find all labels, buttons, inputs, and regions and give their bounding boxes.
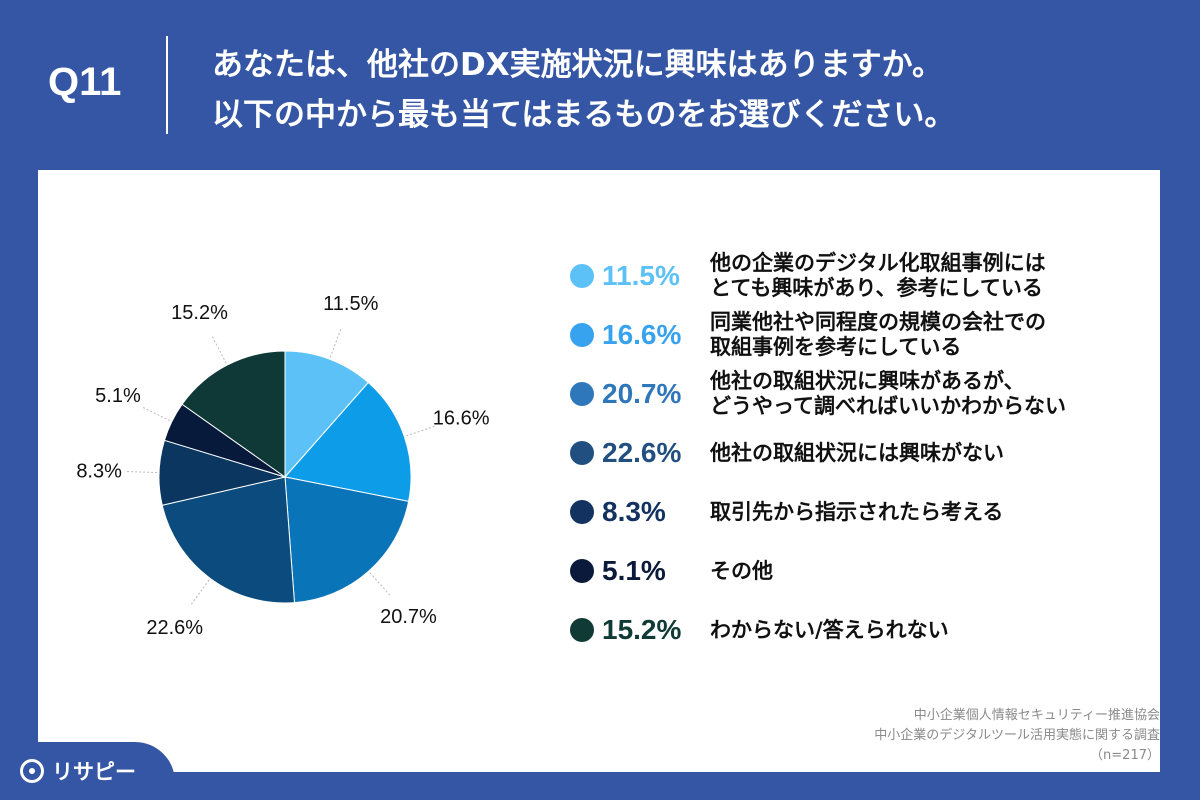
legend-label: その他 bbox=[710, 559, 773, 584]
legend-label-line: 他の企業のデジタル化取組事例には bbox=[710, 251, 1046, 275]
legend-label-line: わからない/答えられない bbox=[710, 617, 949, 642]
legend-percent: 5.1% bbox=[602, 555, 666, 586]
legend-item: 20.7% 他社の取組状況に興味があるが、 どうやって調べればいいかわからない bbox=[570, 364, 1170, 424]
legend-percent: 11.5% bbox=[602, 260, 680, 291]
header: Q11 あなたは、他社のDX実施状況に興味はありますか。 以下の中から最も当ては… bbox=[0, 0, 1200, 168]
legend-swatch bbox=[570, 618, 594, 642]
logo-text: リサピー bbox=[52, 760, 136, 784]
question-line-1: あなたは、他社のDX実施状況に興味はありますか。 bbox=[212, 47, 944, 83]
legend-swatch bbox=[570, 382, 594, 406]
legend-item: 8.3% 取引先から指示されたら考える bbox=[570, 482, 1170, 542]
pie-data-label-4: 22.6% bbox=[146, 617, 203, 639]
legend-label: 他社の取組状況に興味があるが、 どうやって調べればいいかわからない bbox=[710, 369, 1066, 419]
legend-percent: 20.7% bbox=[602, 378, 682, 409]
legend-swatch bbox=[570, 323, 594, 347]
legend-item: 22.6% 他社の取組状況には興味がない bbox=[570, 423, 1170, 483]
question-text: あなたは、他社のDX実施状況に興味はありますか。 以下の中から最も当てはまるもの… bbox=[212, 40, 955, 140]
pie-data-label-6: 5.1% bbox=[95, 385, 141, 407]
legend-item: 11.5% 他の企業のデジタル化取組事例には とても興味があり、参考にしている bbox=[570, 246, 1170, 306]
source-sample-size: （n=217） bbox=[1090, 748, 1160, 763]
pie-slice-2 bbox=[284, 381, 412, 502]
source-note: 中小企業個人情報セキュリティー推進協会 中小企業のデジタルツール活用実態に関する… bbox=[874, 706, 1160, 766]
pie-leader-line-4 bbox=[189, 579, 210, 607]
legend-item: 16.6% 同業他社や同程度の規模の会社での 取組事例を参考にしている bbox=[570, 305, 1170, 365]
legend-percent: 16.6% bbox=[602, 319, 682, 350]
header-divider bbox=[166, 36, 168, 134]
legend-swatch bbox=[570, 500, 594, 524]
pie-leader-line-2 bbox=[406, 425, 437, 437]
pie-data-label-1: 11.5% bbox=[323, 293, 378, 315]
legend-swatch bbox=[570, 441, 594, 465]
pie-leader-line-5 bbox=[125, 470, 158, 474]
legend-label-line: 取引先から指示されたら考える bbox=[710, 499, 1004, 524]
source-org: 中小企業個人情報セキュリティー推進協会 bbox=[913, 708, 1160, 723]
source-survey: 中小企業のデジタルツール活用実態に関する調査 bbox=[874, 728, 1160, 743]
pie-leader-line-1 bbox=[329, 327, 343, 358]
legend-item: 15.2% わからない/答えられない bbox=[570, 600, 1170, 660]
pie-slice-1 bbox=[284, 350, 370, 479]
legend-label: 同業他社や同程度の規模の会社での 取組事例を参考にしている bbox=[710, 310, 1046, 360]
legend-label: わからない/答えられない bbox=[710, 618, 949, 643]
pie-slice-7 bbox=[181, 350, 286, 478]
legend-label-line: その他 bbox=[710, 558, 773, 583]
pie-slice-4 bbox=[161, 476, 296, 604]
legend-item: 5.1% その他 bbox=[570, 541, 1170, 601]
legend-percent: 15.2% bbox=[602, 614, 682, 645]
legend-label-line: 取組事例を参考にしている bbox=[710, 335, 962, 359]
brand-logo: リサピー bbox=[20, 756, 136, 786]
legend-label-line: どうやって調べればいいかわからない bbox=[710, 394, 1066, 418]
legend-label: 取引先から指示されたら考える bbox=[710, 500, 1003, 525]
legend-label-line: とても興味があり、参考にしている bbox=[710, 276, 1043, 300]
legend-swatch bbox=[570, 264, 594, 288]
pie-data-label-5: 8.3% bbox=[76, 461, 122, 483]
legend-percent: 22.6% bbox=[602, 437, 682, 468]
question-number: Q11 bbox=[48, 60, 122, 104]
pie-data-label-7: 15.2% bbox=[171, 302, 228, 324]
pie-data-label-2: 16.6% bbox=[433, 407, 490, 429]
pie-leader-line-6 bbox=[141, 406, 171, 422]
pie-leader-line-3 bbox=[369, 572, 392, 598]
legend-label-line: 同業他社や同程度の規模の会社での bbox=[710, 310, 1046, 334]
pie-slice-3 bbox=[284, 476, 410, 604]
legend-percent: 8.3% bbox=[602, 496, 666, 527]
legend-swatch bbox=[570, 559, 594, 583]
logo-icon bbox=[20, 759, 44, 783]
legend-label: 他の企業のデジタル化取組事例には とても興味があり、参考にしている bbox=[710, 251, 1046, 301]
question-line-2: 以下の中から最も当てはまるものをお選びください。 bbox=[212, 97, 956, 133]
pie-data-label-3: 20.7% bbox=[380, 606, 437, 628]
legend-label-line: 他社の取組状況には興味がない bbox=[710, 440, 1004, 465]
pie-leader-line-7 bbox=[211, 334, 227, 364]
legend-label-line: 他社の取組状況に興味があるが、 bbox=[710, 369, 1025, 393]
legend-label: 他社の取組状況には興味がない bbox=[710, 441, 1004, 466]
